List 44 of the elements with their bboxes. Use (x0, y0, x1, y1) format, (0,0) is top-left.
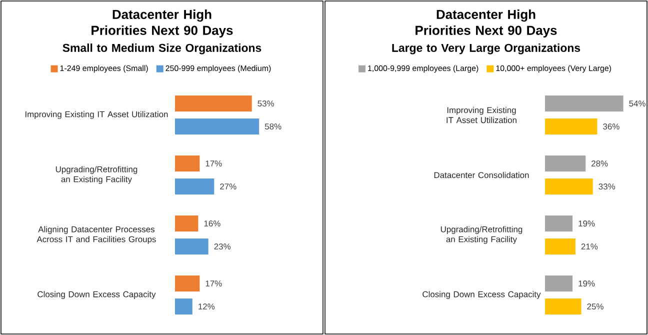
data-label: 17% (206, 160, 222, 166)
bar (175, 238, 208, 254)
bar (545, 178, 593, 194)
data-label: 58% (264, 124, 282, 130)
y-tick-label: Upgrading/Retrofitting an Existing Facility (56, 166, 138, 184)
bar (175, 156, 200, 172)
bar (175, 178, 214, 194)
bar (545, 216, 573, 232)
y-tick-label: Improving Existing IT Asset Utilization (446, 106, 516, 124)
bar (545, 238, 576, 254)
data-label: 23% (214, 244, 231, 250)
data-label: 21% (581, 244, 598, 250)
data-label: 19% (578, 220, 595, 226)
y-tick-label: Closing Down Excess Capacity (38, 291, 156, 299)
bar (545, 156, 586, 172)
bar (545, 298, 582, 314)
y-tick-label: Upgrading/Retrofitting an Existing Facility (440, 226, 522, 244)
bar (545, 95, 624, 112)
bar (175, 95, 252, 112)
bar (175, 298, 192, 314)
y-tick-label: Aligning Datacenter Processes Across IT and Facilities Groups (36, 226, 156, 244)
chart-subtitle: Large to Very Large Organizations (392, 44, 580, 54)
bar (545, 276, 573, 292)
y-tick-label: Improving Existing IT Asset Utilization (25, 111, 168, 119)
data-label: 19% (578, 280, 595, 286)
data-label: 36% (603, 124, 620, 130)
data-label: 28% (592, 160, 608, 166)
chart-title: Datacenter High Priorities Next 90 Days (92, 10, 233, 38)
chart-title: Datacenter High Priorities Next 90 Days (416, 10, 557, 38)
data-label: 25% (587, 304, 604, 310)
data-label: 16% (204, 220, 220, 226)
data-label: 33% (598, 184, 616, 190)
y-tick-label: Closing Down Excess Capacity (422, 291, 541, 299)
bar (175, 276, 200, 292)
data-label: 17% (206, 280, 222, 286)
y-tick-label: Datacenter Consolidation (434, 172, 529, 178)
bar (545, 118, 598, 134)
chart-subtitle: Small to Medium Size Organizations (62, 44, 262, 54)
data-label: 53% (258, 100, 274, 106)
data-label: 12% (198, 304, 215, 310)
data-label: 27% (220, 184, 236, 190)
data-label: 54% (629, 100, 646, 106)
bar (175, 118, 260, 134)
bar (175, 216, 198, 232)
